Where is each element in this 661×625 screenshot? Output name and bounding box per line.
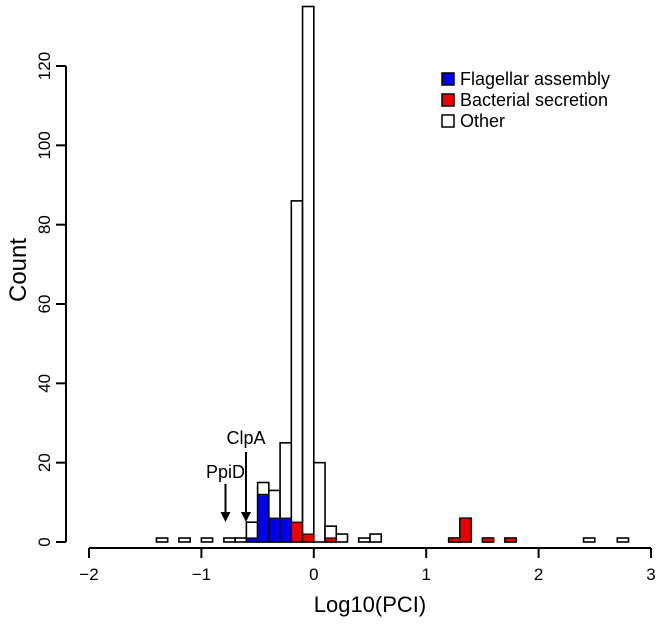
x-tick-label: −2 xyxy=(79,565,98,584)
axes-layer: −2 −1 0 1 2 3 0 20 40 60 80 100 120 xyxy=(35,52,656,584)
bar-bacterial-secretion xyxy=(504,537,517,543)
legend-label-secretion: Bacterial secretion xyxy=(460,90,608,110)
legend-swatch-other xyxy=(441,114,455,128)
bar-other xyxy=(234,537,248,543)
bar-other xyxy=(369,533,383,543)
x-tick-label: 2 xyxy=(534,565,543,584)
bar-other xyxy=(301,5,315,543)
y-tick-label: 20 xyxy=(35,453,54,472)
legend-swatch-secretion xyxy=(441,93,455,107)
bar-bacterial-secretion xyxy=(481,537,495,543)
bar-other xyxy=(616,537,630,543)
bar-bacterial-secretion xyxy=(290,521,304,543)
bar-flagellar-assembly xyxy=(257,493,270,543)
y-tick-label: 120 xyxy=(35,52,54,80)
legend-swatch-flagellar xyxy=(441,72,455,86)
bars-layer xyxy=(155,5,630,543)
y-tick-label: 80 xyxy=(35,215,54,234)
bar-other xyxy=(223,537,236,543)
annotation-label-ppid: PpiD xyxy=(206,462,245,482)
bar-other xyxy=(582,537,596,543)
bar-flagellar-assembly xyxy=(268,517,281,543)
annotation-label-clpa: ClpA xyxy=(226,428,265,448)
bar-bacterial-secretion xyxy=(301,533,315,543)
legend-label-other: Other xyxy=(460,111,505,131)
legend-label-flagellar: Flagellar assembly xyxy=(460,69,610,89)
bar-flagellar-assembly xyxy=(279,517,292,543)
y-tick-label: 100 xyxy=(35,131,54,159)
annotation-arrow-head xyxy=(240,512,251,522)
x-axis-label: Log10(PCI) xyxy=(314,592,427,617)
x-tick-label: −1 xyxy=(192,565,211,584)
bar-bacterial-secretion xyxy=(448,537,461,543)
annotations-layer: ClpA PpiD xyxy=(206,428,265,522)
bar-bacterial-secretion xyxy=(324,537,337,543)
y-axis-label: Count xyxy=(5,238,32,302)
bar-other xyxy=(155,537,169,543)
y-tick-label: 40 xyxy=(35,374,54,393)
y-tick-label: 0 xyxy=(35,537,54,546)
bar-other xyxy=(290,200,304,543)
bar-other xyxy=(178,537,191,543)
y-tick-label: 60 xyxy=(35,295,54,314)
bar-other xyxy=(200,537,214,543)
x-tick-label: 3 xyxy=(646,565,655,584)
bar-bacterial-secretion xyxy=(459,517,472,543)
bar-other xyxy=(312,461,326,543)
x-tick-label: 1 xyxy=(421,565,430,584)
bar-other xyxy=(357,537,371,543)
x-tick-label: 0 xyxy=(309,565,318,584)
annotation-arrow-head xyxy=(220,512,231,522)
bar-other xyxy=(335,533,349,543)
bar-flagellar-assembly xyxy=(245,537,259,543)
